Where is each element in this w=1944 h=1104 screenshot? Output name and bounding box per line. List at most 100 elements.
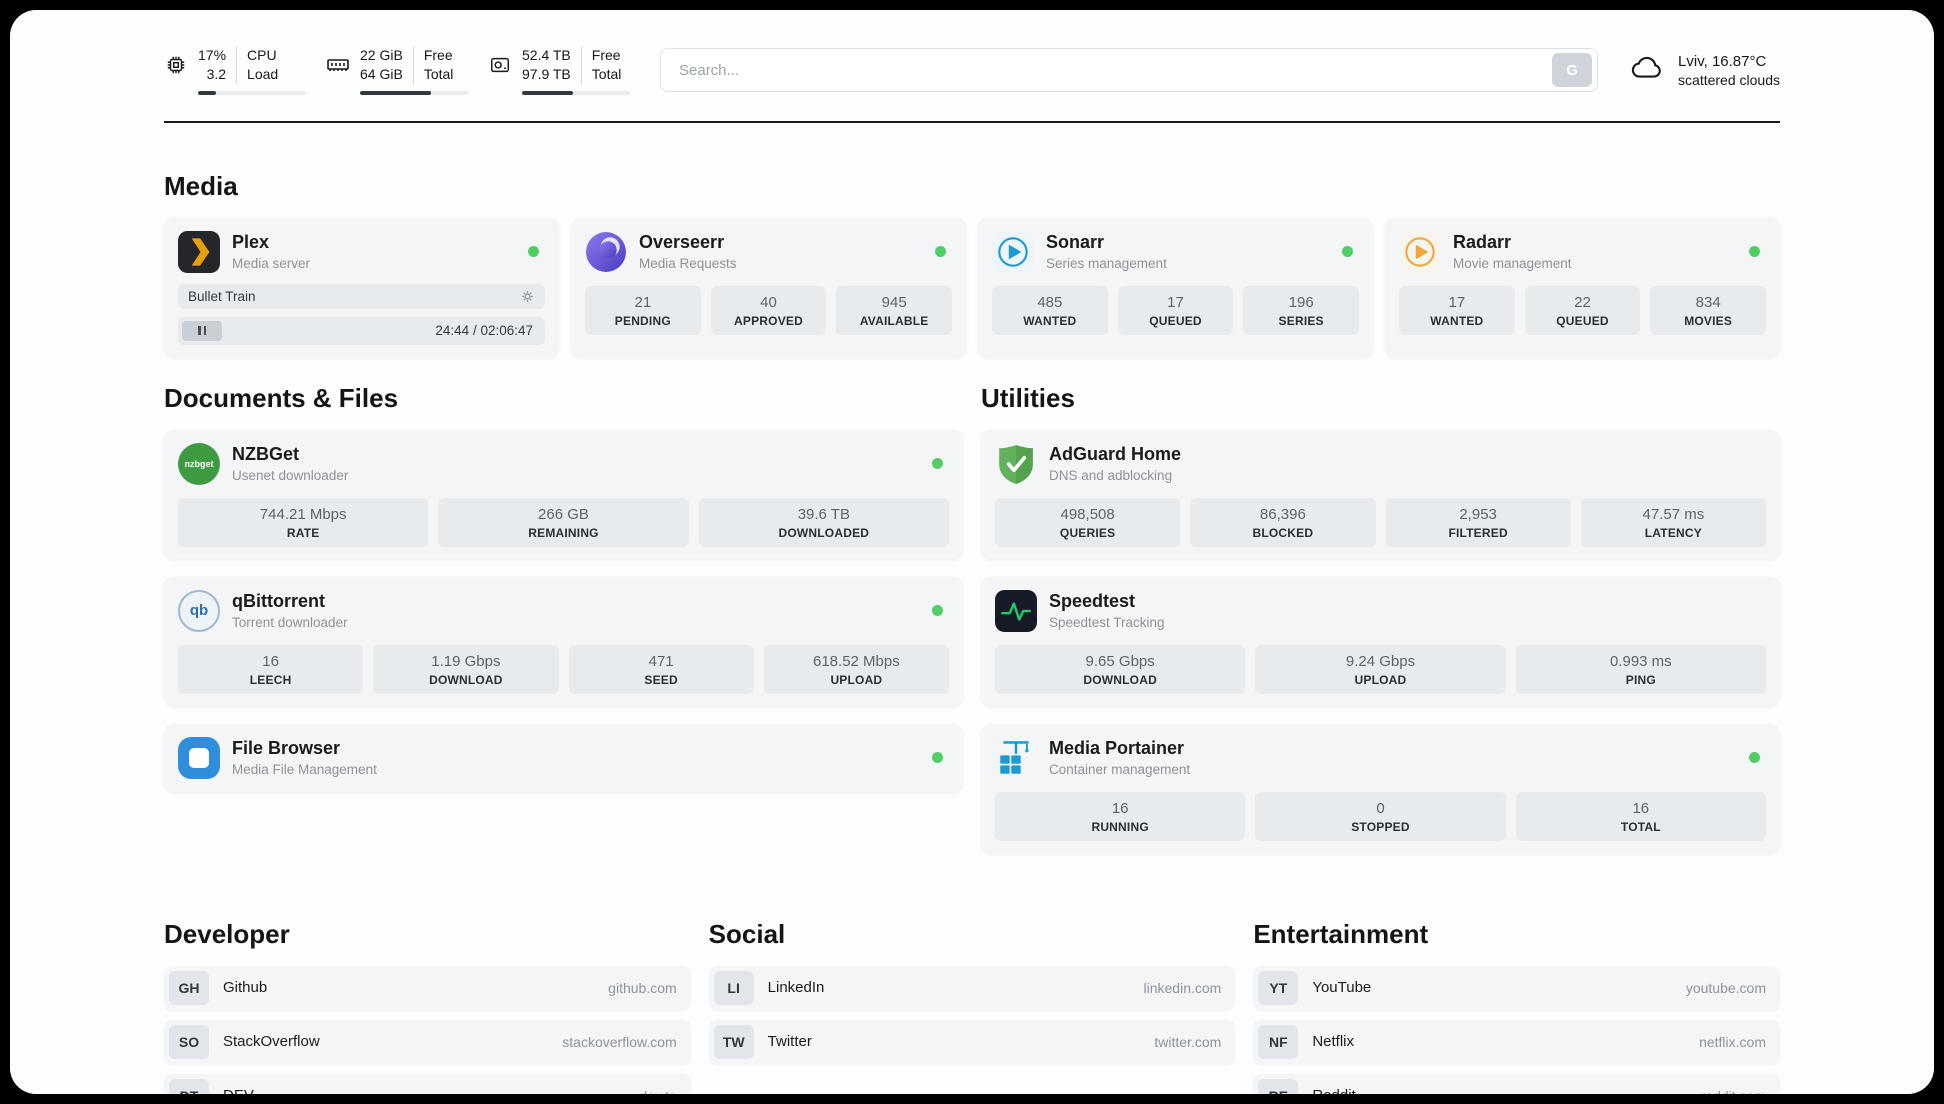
app-info: File Browser Media File Management bbox=[232, 738, 377, 777]
stat-label: UPLOAD bbox=[1354, 672, 1407, 687]
ram-label-top: Free bbox=[423, 47, 453, 63]
stat-label: TOTAL bbox=[1620, 819, 1661, 834]
app-name: Plex bbox=[232, 232, 270, 253]
overseerr-card[interactable]: Overseerr Media Requests 21 PENDING 40 A… bbox=[571, 217, 966, 357]
youtube-abbr-icon: YT bbox=[1258, 970, 1299, 1005]
ram-values: 22 GiB 64 GiB bbox=[360, 46, 403, 84]
weather-location: Lviv, 16.87°C bbox=[1678, 52, 1767, 70]
stat-label: DOWNLOADED bbox=[778, 525, 870, 540]
disk-label-top: Free bbox=[591, 47, 621, 63]
cpu-metric: 17% 3.2 CPU Load bbox=[164, 46, 306, 95]
bookmark-github[interactable]: GH Github github.com bbox=[164, 965, 691, 1010]
bookmark-netflix[interactable]: NF Netflix netflix.com bbox=[1253, 1019, 1780, 1064]
stat-label: UPLOAD bbox=[830, 672, 883, 687]
portainer-card[interactable]: Media Portainer Container management 16 … bbox=[981, 723, 1780, 853]
github-abbr-icon: GH bbox=[169, 970, 209, 1005]
bookmark-name: YouTube bbox=[1312, 979, 1372, 997]
now-playing-title: Bullet Train bbox=[188, 288, 256, 304]
app-info: Sonarr Series management bbox=[1046, 232, 1167, 271]
search-go-button[interactable]: G bbox=[1552, 53, 1593, 88]
gear-icon[interactable] bbox=[520, 289, 535, 304]
stat-label: STOPPED bbox=[1351, 819, 1410, 834]
middle-columns: Documents & Files nzbget NZBGet Usenet d… bbox=[164, 357, 1780, 871]
cpu-percent: 17% bbox=[198, 47, 227, 63]
disk-metric: 52.4 TB 97.9 TB Free Total bbox=[488, 46, 630, 95]
speedtest-card[interactable]: Speedtest Speedtest Tracking 9.65 Gbps D… bbox=[981, 576, 1780, 706]
stat-value: 40 bbox=[760, 293, 777, 311]
app-subtitle: Media File Management bbox=[232, 762, 377, 778]
app-info: Plex Media server bbox=[232, 232, 310, 271]
stat-rate: 744.21 Mbps RATE bbox=[178, 497, 429, 547]
stat-value: 945 bbox=[881, 293, 907, 311]
status-dot bbox=[932, 752, 943, 764]
stat-latency: 47.57 ms LATENCY bbox=[1580, 497, 1766, 547]
stat-pending: 21 PENDING bbox=[585, 285, 701, 335]
weather-condition: scattered clouds bbox=[1678, 71, 1780, 88]
stat-leech: 16 LEECH bbox=[178, 644, 364, 694]
stat-label: AVAILABLE bbox=[859, 313, 929, 328]
bookmark-stackoverflow[interactable]: SO StackOverflow stackoverflow.com bbox=[164, 1019, 691, 1064]
search-bar: G bbox=[660, 48, 1599, 93]
status-dot bbox=[528, 246, 539, 258]
cpu-progress-bar bbox=[198, 90, 306, 95]
stat-label: DOWNLOAD bbox=[1083, 672, 1157, 687]
stat-label: PENDING bbox=[614, 313, 671, 328]
stat-queries: 498,508 QUERIES bbox=[995, 497, 1181, 547]
bookmark-linkedin[interactable]: LI LinkedIn linkedin.com bbox=[708, 965, 1236, 1010]
nzbget-card[interactable]: nzbget NZBGet Usenet downloader 744.21 M… bbox=[164, 429, 963, 559]
ram-progress-bar bbox=[360, 90, 468, 95]
search-input[interactable] bbox=[661, 61, 1553, 79]
stat-seed: 471 SEED bbox=[568, 644, 754, 694]
pause-button[interactable] bbox=[182, 320, 222, 341]
bookmark-url: stackoverflow.com bbox=[562, 1033, 677, 1050]
qbittorrent-card[interactable]: qb qBittorrent Torrent downloader 16 LEE… bbox=[164, 576, 963, 706]
app-info: AdGuard Home DNS and adblocking bbox=[1049, 444, 1181, 483]
stat-download: 1.19 Gbps DOWNLOAD bbox=[373, 644, 559, 694]
section-title-media: Media bbox=[164, 170, 238, 201]
stat-value: 16 bbox=[1111, 799, 1129, 817]
bookmark-url: netflix.com bbox=[1699, 1033, 1766, 1050]
stat-value: 86,396 bbox=[1259, 505, 1306, 523]
stat-value: 618.52 Mbps bbox=[813, 652, 900, 670]
topbar-divider bbox=[164, 120, 1780, 123]
stat-value: 196 bbox=[1288, 293, 1314, 311]
cpu-label-bottom: Load bbox=[247, 65, 279, 82]
filebrowser-card[interactable]: File Browser Media File Management bbox=[164, 723, 963, 792]
adguard-card[interactable]: AdGuard Home DNS and adblocking 498,508 … bbox=[981, 429, 1780, 559]
stat-downloaded: 39.6 TB DOWNLOADED bbox=[698, 497, 949, 547]
sonarr-icon bbox=[992, 230, 1034, 273]
bookmark-name: Github bbox=[223, 979, 268, 997]
plex-card[interactable]: Plex Media server Bullet Train 24:44 / 0… bbox=[164, 217, 559, 357]
developer-column: Developer GH Github github.com SO StackO… bbox=[164, 919, 691, 1094]
ram-labels: Free Total bbox=[412, 46, 453, 84]
radarr-card[interactable]: Radarr Movie management 17 WANTED 22 QUE… bbox=[1385, 217, 1780, 357]
bookmark-reddit[interactable]: RE Reddit reddit.com bbox=[1253, 1073, 1780, 1094]
status-dot bbox=[1749, 752, 1760, 764]
bookmark-url: twitter.com bbox=[1154, 1033, 1222, 1050]
section-title-entertainment: Entertainment bbox=[1253, 918, 1429, 949]
app-subtitle: DNS and adblocking bbox=[1049, 468, 1173, 484]
twitter-abbr-icon: TW bbox=[713, 1024, 754, 1059]
bookmark-dev[interactable]: DT DEV dev.to bbox=[164, 1073, 691, 1094]
stat-total: 16 TOTAL bbox=[1515, 791, 1766, 841]
stat-value: 2,953 bbox=[1459, 505, 1497, 523]
stat-label: APPROVED bbox=[734, 313, 803, 328]
status-dot bbox=[1342, 246, 1353, 258]
bookmark-twitter[interactable]: TW Twitter twitter.com bbox=[708, 1019, 1236, 1064]
speedtest-icon bbox=[995, 589, 1037, 632]
stat-label: RUNNING bbox=[1091, 819, 1149, 834]
app-name: Speedtest bbox=[1049, 591, 1136, 612]
status-dot bbox=[932, 458, 943, 470]
player-bar[interactable]: 24:44 / 02:06:47 bbox=[178, 316, 545, 345]
bookmark-youtube[interactable]: YT YouTube youtube.com bbox=[1253, 965, 1780, 1010]
app-subtitle: Torrent downloader bbox=[232, 615, 348, 631]
stat-wanted: 485 WANTED bbox=[992, 285, 1108, 335]
app-info: qBittorrent Torrent downloader bbox=[232, 591, 348, 630]
app-info: NZBGet Usenet downloader bbox=[232, 444, 348, 483]
sonarr-card[interactable]: Sonarr Series management 485 WANTED 17 Q… bbox=[978, 217, 1373, 357]
section-title-documents: Documents & Files bbox=[164, 382, 399, 413]
weather-widget: Lviv, 16.87°C scattered clouds bbox=[1628, 51, 1780, 90]
bookmark-url: github.com bbox=[608, 979, 677, 996]
stat-value: 16 bbox=[1632, 799, 1650, 817]
stat-value: 21 bbox=[634, 293, 652, 311]
